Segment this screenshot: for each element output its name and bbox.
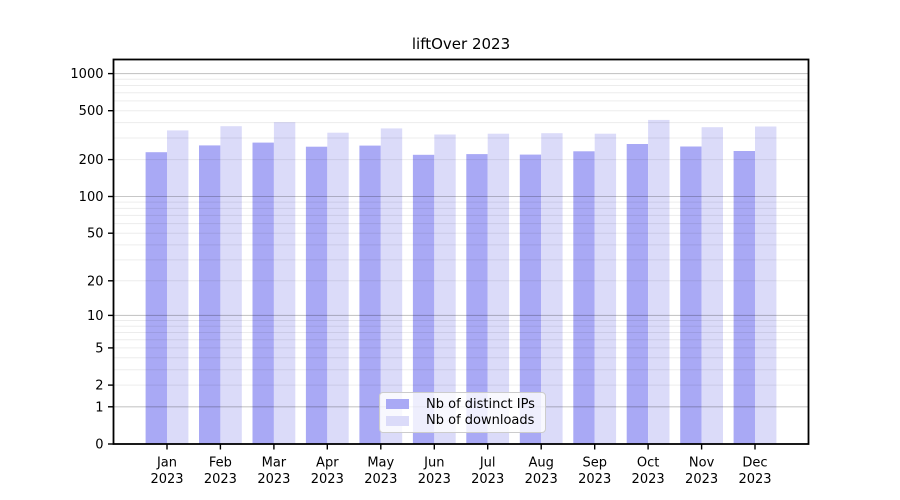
bar-distinct-ips-jul (466, 154, 488, 444)
x-tick-label-year: 2023 (150, 472, 183, 487)
x-tick-label-month: Jun (423, 456, 444, 471)
bar-distinct-ips-oct (626, 144, 649, 444)
bar-distinct-ips-jun (412, 154, 435, 445)
legend-swatch-downloads (386, 415, 409, 426)
legend-label-distinct-ips: Nb of distinct IPs (426, 396, 535, 412)
x-tick-label-month: Oct (637, 456, 659, 471)
x-tick-label-year: 2023 (364, 472, 397, 487)
y-tick-label: 1 (95, 400, 103, 415)
bar-downloads-aug (541, 133, 563, 444)
bar-downloads-apr (327, 132, 349, 444)
x-tick-label-month: Jan (156, 456, 177, 471)
x-tick-label-year: 2023 (632, 472, 665, 487)
bar-downloads-jul (487, 133, 510, 444)
legend-item-distinct-ips: Nb of distinct IPs (386, 397, 538, 412)
bar-distinct-ips-jan (145, 152, 167, 444)
x-tick-label-month: Dec (742, 456, 767, 471)
bar-downloads-oct (648, 119, 670, 445)
bar-downloads-sep (594, 133, 617, 444)
bar-distinct-ips-apr (305, 146, 328, 444)
x-tick-label-month: Aug (529, 456, 554, 471)
x-tick-label-year: 2023 (471, 472, 504, 487)
legend-label-downloads: Nb of downloads (426, 413, 535, 429)
y-tick-label: 2 (95, 379, 103, 394)
legend-swatch-distinct-ips (386, 399, 409, 410)
bar-distinct-ips-feb (199, 145, 221, 444)
chart-title: liftOver 2023 (411, 35, 511, 53)
legend-item-downloads: Nb of downloads (386, 413, 538, 428)
bar-distinct-ips-dec (733, 151, 755, 444)
bar-downloads-jun (434, 134, 456, 444)
x-tick-label-month: Feb (209, 456, 232, 471)
y-tick-label: 1000 (70, 67, 103, 82)
bar-downloads-mar (273, 122, 296, 444)
x-tick-label-year: 2023 (257, 472, 290, 487)
legend: Nb of distinct IPs Nb of downloads (379, 392, 546, 433)
x-tick-label-year: 2023 (685, 472, 718, 487)
y-tick-label: 500 (79, 104, 104, 119)
bar-distinct-ips-sep (573, 151, 595, 445)
x-tick-label-month: Apr (316, 456, 339, 471)
bar-distinct-ips-aug (519, 154, 542, 444)
x-tick-label-year: 2023 (525, 472, 558, 487)
bar-distinct-ips-mar (252, 142, 274, 444)
x-tick-label-month: Sep (582, 456, 607, 471)
x-tick-label-year: 2023 (578, 472, 611, 487)
x-tick-label-year: 2023 (738, 472, 771, 487)
bar-downloads-jan (167, 130, 189, 444)
y-tick-label: 0 (95, 438, 103, 453)
y-tick-label: 20 (87, 274, 104, 289)
x-tick-label-year: 2023 (418, 472, 451, 487)
bar-downloads-may (380, 128, 403, 444)
bar-distinct-ips-may (359, 145, 381, 444)
y-tick-label: 200 (79, 153, 104, 168)
y-tick-label: 50 (87, 227, 104, 242)
bar-distinct-ips-nov (680, 146, 702, 444)
x-tick-label-year: 2023 (311, 472, 344, 487)
y-tick-label: 10 (87, 309, 104, 324)
x-tick-label-month: Mar (262, 456, 287, 471)
x-tick-label-month: Nov (689, 456, 715, 471)
bar-downloads-dec (755, 126, 777, 444)
x-tick-label-month: Jul (479, 456, 496, 471)
x-tick-label-month: May (367, 456, 394, 471)
plot-border (112, 58, 810, 445)
bar-downloads-nov (701, 127, 723, 444)
bar-downloads-feb (220, 126, 242, 444)
y-tick-label: 100 (79, 190, 104, 205)
y-tick-label: 5 (95, 341, 103, 356)
x-tick-label-year: 2023 (204, 472, 237, 487)
